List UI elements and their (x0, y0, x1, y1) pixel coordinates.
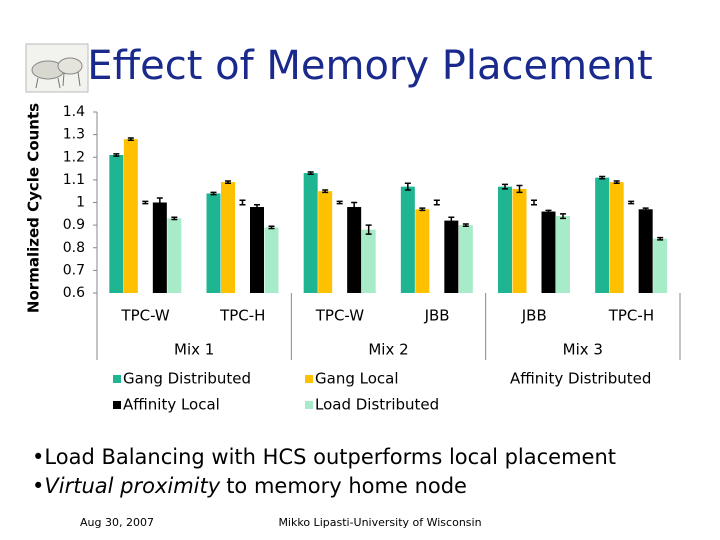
error-bar (531, 199, 537, 206)
y-axis-label: Normalized Cycle Counts (25, 103, 43, 313)
bullet-text: to memory home node (226, 474, 467, 498)
error-bar (307, 171, 314, 175)
bar (595, 177, 610, 293)
legend-swatch (113, 375, 121, 383)
bar (167, 218, 182, 293)
bar (458, 225, 473, 293)
bar (235, 202, 250, 293)
error-bar (239, 199, 246, 206)
y-tick-label: 1 (76, 195, 85, 211)
legend-label: Affinity Local (123, 396, 220, 414)
y-tick-label: 0.6 (63, 285, 85, 301)
legend-swatch (500, 375, 508, 383)
error-bar (171, 216, 178, 221)
bar (498, 186, 512, 293)
error-bar (404, 182, 411, 191)
y-tick-label: 1.4 (63, 104, 85, 120)
x-tick-label: TPC-W (315, 307, 364, 325)
error-bar (142, 200, 149, 205)
chart-title: Effect of Memory Placement (87, 43, 652, 89)
logo (25, 43, 89, 93)
legend-label: Affinity Distributed (510, 370, 651, 388)
bar (221, 182, 235, 293)
y-tick-label: 0.7 (63, 262, 85, 278)
bullet-2: •Virtual proximity to memory home node (32, 474, 467, 498)
error-bar (657, 236, 664, 241)
bar (318, 191, 333, 293)
error-bar (628, 200, 635, 205)
bar (332, 202, 347, 293)
bar (541, 211, 556, 293)
error-bar (365, 224, 372, 235)
bullet-1: •Load Balancing with HCS outperforms loc… (32, 445, 616, 469)
footer-date: Aug 30, 2007 (80, 516, 154, 529)
error-bar (433, 199, 440, 206)
bar (556, 216, 570, 293)
error-bar (156, 197, 163, 208)
error-bar (462, 223, 469, 228)
legend-swatch (305, 375, 313, 383)
bar (429, 202, 444, 293)
error-bar (336, 200, 343, 205)
x-tick-label: TPC-H (608, 307, 654, 325)
error-bar (545, 209, 552, 214)
error-bar (127, 137, 134, 142)
legend-swatch (113, 401, 121, 409)
bar (303, 173, 318, 293)
error-bar (322, 189, 329, 194)
error-bar (419, 207, 426, 212)
bullet-text: Load Balancing with HCS outperforms loca… (44, 445, 616, 469)
group-label: Mix 1 (174, 341, 214, 359)
bar (609, 182, 624, 293)
error-bar (351, 201, 358, 213)
footer-author: Mikko Lipasti-University of Wisconsin (278, 516, 481, 529)
y-tick-label: 1.3 (63, 127, 85, 143)
bar (206, 193, 221, 293)
bar (624, 202, 639, 293)
bar (361, 229, 376, 293)
error-bar (516, 184, 523, 194)
group-label: Mix 2 (368, 341, 408, 359)
bar (400, 186, 415, 293)
bar (123, 139, 138, 293)
error-bar (210, 191, 217, 196)
legend-label: Gang Local (315, 370, 399, 388)
y-tick-label: 0.8 (63, 240, 85, 256)
bar (415, 209, 430, 293)
y-tick-label: 1.1 (63, 172, 85, 188)
bar (638, 209, 653, 293)
y-tick-label: 1.2 (63, 149, 85, 165)
bar (152, 202, 167, 293)
x-tick-label: TPC-W (120, 307, 169, 325)
legend-swatch (305, 401, 313, 409)
error-bar (560, 213, 566, 220)
legend-label: Gang Distributed (123, 370, 251, 388)
bar (527, 202, 541, 293)
error-bar (642, 207, 649, 212)
error-bar (599, 175, 606, 180)
bar (653, 238, 668, 293)
legend-label: Load Distributed (315, 396, 439, 414)
error-bar (613, 180, 620, 185)
bar (444, 220, 459, 293)
error-bar (448, 216, 455, 225)
bar (264, 227, 279, 293)
bullet-emphasis: Virtual proximity (44, 474, 220, 498)
error-bar (113, 153, 120, 157)
bar (250, 207, 264, 293)
bar (138, 202, 153, 293)
error-bar (268, 225, 275, 230)
error-bar (254, 204, 260, 211)
bar (512, 188, 527, 293)
error-bar (502, 183, 508, 190)
y-tick-label: 0.9 (63, 217, 85, 233)
bar (347, 207, 362, 293)
bar (109, 154, 124, 293)
x-tick-label: JBB (521, 307, 547, 325)
group-label: Mix 3 (563, 341, 603, 359)
error-bar (225, 180, 231, 185)
x-tick-label: JBB (424, 307, 450, 325)
x-tick-label: TPC-H (219, 307, 265, 325)
